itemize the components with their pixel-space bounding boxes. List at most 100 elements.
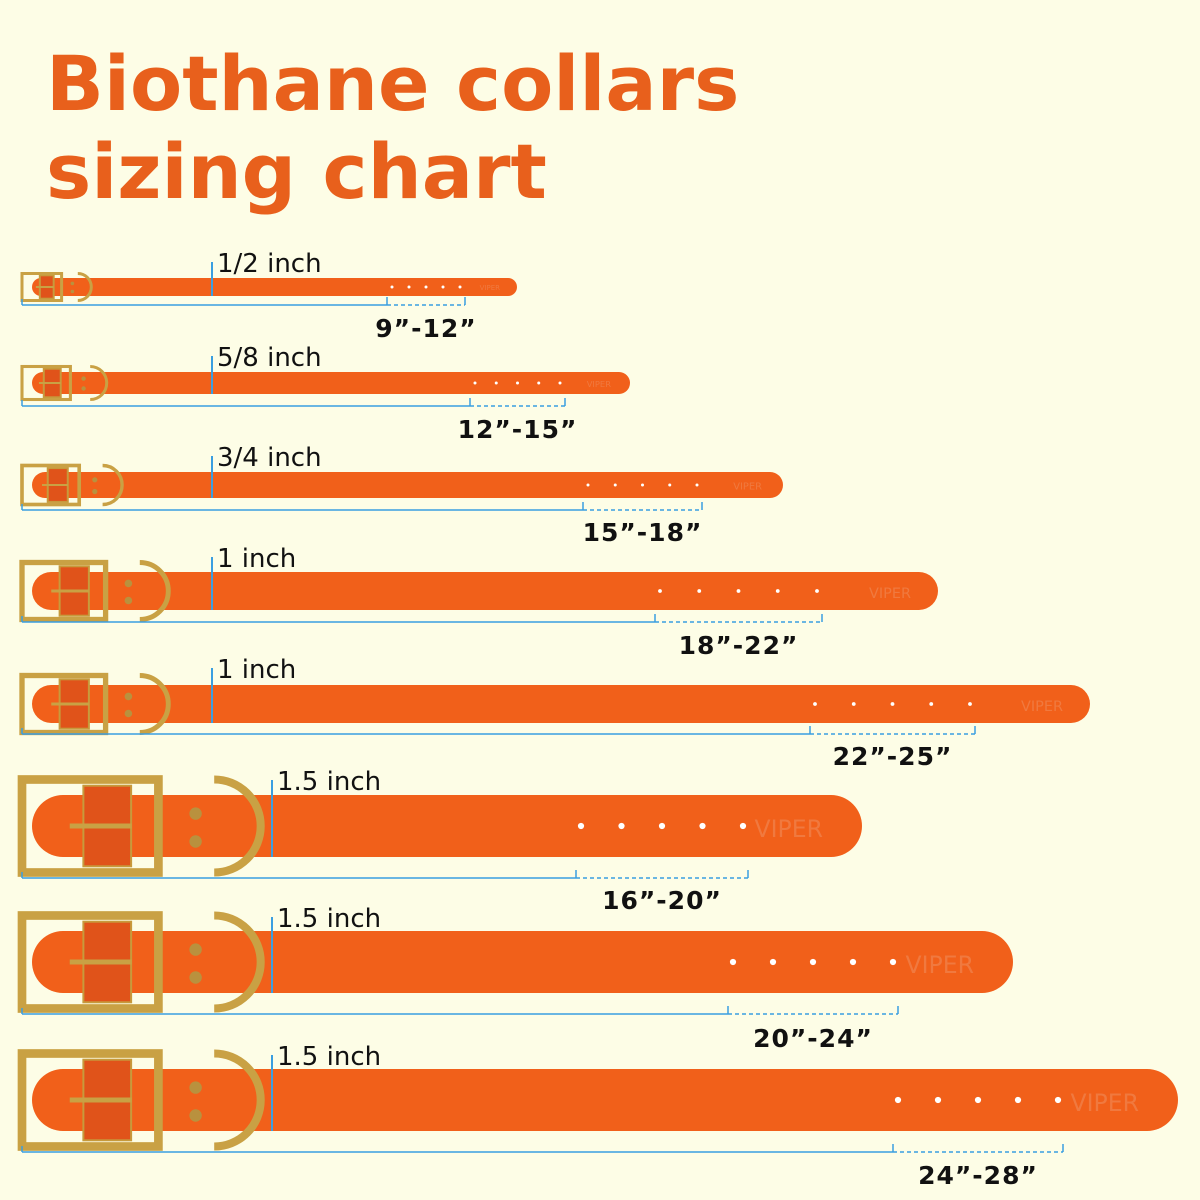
strap <box>32 278 517 296</box>
width-label: 1.5 inch <box>277 767 381 797</box>
strap-mark: VIPER <box>1071 1089 1140 1117</box>
strap-mark: VIPER <box>480 284 500 292</box>
size-range: 20”-24” <box>753 1024 873 1053</box>
hole <box>424 285 428 289</box>
size-range: 24”-28” <box>918 1161 1038 1190</box>
title-line: Biothane collars <box>46 39 739 128</box>
hole <box>473 381 477 385</box>
rivet <box>92 488 98 495</box>
strap-mark: VIPER <box>1021 699 1063 715</box>
hole <box>658 822 666 830</box>
strap <box>32 572 938 610</box>
hole <box>558 381 562 385</box>
buckle <box>20 272 64 302</box>
rivet <box>189 1081 202 1094</box>
d-ring <box>214 1049 265 1151</box>
strap-mark: VIPER <box>755 815 824 843</box>
hole <box>813 702 817 706</box>
hole <box>458 285 462 289</box>
hole <box>407 285 411 289</box>
hole <box>739 822 747 830</box>
hole <box>736 589 741 593</box>
size-range: 22”-25” <box>833 742 953 771</box>
hole <box>929 702 934 706</box>
width-label: 5/8 inch <box>217 343 322 373</box>
hole <box>968 702 972 706</box>
width-label: 1.5 inch <box>277 904 381 934</box>
d-ring <box>214 911 265 1013</box>
size-range: 15”-18” <box>583 518 703 547</box>
size-range: 18”-22” <box>679 631 799 660</box>
rivet <box>70 281 75 286</box>
strap <box>32 372 630 394</box>
hole <box>889 958 897 966</box>
rivet <box>189 835 202 848</box>
width-label: 1/2 inch <box>217 249 322 279</box>
hole <box>699 822 706 830</box>
buckle <box>17 775 163 877</box>
hole <box>697 589 702 593</box>
buckle <box>19 559 109 623</box>
rivet <box>189 943 202 956</box>
strap-mark: VIPER <box>733 482 762 493</box>
hole <box>641 483 644 487</box>
hole <box>1014 1096 1022 1104</box>
hole <box>390 285 394 289</box>
strap-mark: VIPER <box>906 951 975 979</box>
buckle <box>17 1049 163 1151</box>
width-label: 3/4 inch <box>217 443 322 473</box>
strap <box>32 1069 1178 1131</box>
width-label: 1 inch <box>217 655 296 685</box>
hole <box>815 589 819 593</box>
hole <box>586 483 590 487</box>
hole <box>618 822 625 830</box>
hole <box>577 822 585 830</box>
d-ring <box>102 463 124 507</box>
strap-mark: VIPER <box>869 586 911 602</box>
d-ring <box>90 365 109 401</box>
buckle <box>17 911 163 1013</box>
rivet <box>124 579 133 588</box>
rivet <box>189 1109 202 1122</box>
hole <box>894 1096 902 1104</box>
hole <box>441 285 445 289</box>
buckle <box>20 463 82 507</box>
size-range: 9”-12” <box>375 314 476 343</box>
rivet <box>124 596 133 605</box>
width-label: 1.5 inch <box>277 1042 381 1072</box>
rivet <box>189 807 202 820</box>
hole <box>613 483 617 487</box>
hole <box>934 1096 942 1104</box>
hole <box>851 702 856 706</box>
buckle <box>19 672 109 736</box>
strap <box>32 685 1090 723</box>
size-range: 12”-15” <box>458 415 578 444</box>
hole <box>668 483 672 487</box>
hole <box>658 589 662 593</box>
title-line: sizing chart <box>46 127 547 216</box>
strap <box>32 472 783 498</box>
hole <box>494 381 498 385</box>
rivet <box>92 477 98 483</box>
d-ring <box>77 272 93 302</box>
hole <box>775 589 780 593</box>
rivet <box>81 376 86 381</box>
d-ring <box>214 775 265 877</box>
rivet <box>124 692 133 701</box>
buckle <box>20 364 72 402</box>
hole <box>537 381 541 385</box>
rivet <box>189 971 202 984</box>
size-range: 16”-20” <box>602 886 722 915</box>
hole <box>809 958 817 966</box>
rivet <box>124 709 133 718</box>
hole <box>890 702 895 706</box>
rivet <box>81 386 86 391</box>
strap <box>32 931 1013 993</box>
hole <box>729 958 737 966</box>
d-ring <box>139 673 171 735</box>
hole <box>849 958 857 966</box>
hole <box>974 1096 982 1104</box>
hole <box>695 483 699 487</box>
strap <box>32 795 862 857</box>
hole <box>516 381 519 385</box>
